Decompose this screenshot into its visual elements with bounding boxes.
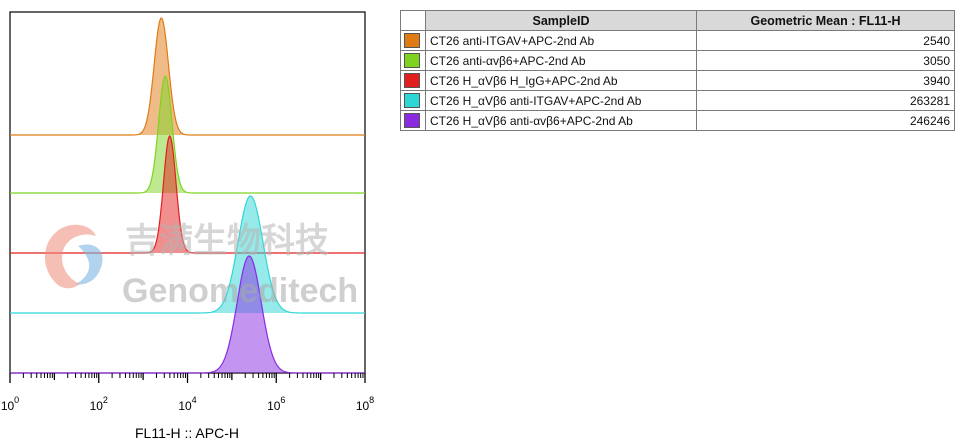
histogram-fill-1 <box>10 18 365 136</box>
x-axis: 100 102 104 106 108 <box>1 373 374 413</box>
swatch-cell <box>400 90 426 111</box>
sample-id-cell: CT26 H_αVβ6 H_IgG+APC-2nd Ab <box>425 70 697 91</box>
swatch-cell <box>400 70 426 91</box>
sample-id-cell: CT26 anti-αvβ6+APC-2nd Ab <box>425 50 697 71</box>
legend-swatch <box>404 33 420 48</box>
x-tick-label: 106 <box>267 395 285 413</box>
x-tick-label: 102 <box>90 395 108 413</box>
legend-body: CT26 anti-ITGAV+APC-2nd Ab 2540 CT26 anti-… <box>400 30 955 131</box>
geometric-mean-cell: 2540 <box>696 30 955 51</box>
histogram-layers <box>10 17 365 374</box>
watermark-logo <box>44 224 96 289</box>
x-axis-title: FL11-H :: APC-H <box>135 425 239 441</box>
table-row: CT26 H_αVβ6 anti-ITGAV+APC-2nd Ab 263281 <box>400 90 955 111</box>
swatch-cell <box>400 110 426 131</box>
watermark-logo-helix <box>76 244 103 285</box>
geometric-mean-cell: 3940 <box>696 70 955 91</box>
legend-swatch <box>404 93 420 108</box>
geometric-mean-cell: 263281 <box>696 90 955 111</box>
x-tick-label: 104 <box>178 395 196 413</box>
histogram-line-4 <box>10 195 365 314</box>
table-row: CT26 anti-αvβ6+APC-2nd Ab 3050 <box>400 50 955 71</box>
legend-swatch <box>404 53 420 68</box>
table-row: CT26 H_αVβ6 anti-αvβ6+APC-2nd Ab 246246 <box>400 110 955 131</box>
histogram-line-2 <box>10 75 365 194</box>
header-sample-id: SampleID <box>425 10 697 31</box>
swatch-cell <box>400 50 426 71</box>
swatch-cell <box>400 30 426 51</box>
sample-id-cell: CT26 H_αVβ6 anti-αvβ6+APC-2nd Ab <box>425 110 697 131</box>
x-tick-label: 108 <box>356 395 374 413</box>
watermark: 吉满生物科技 Genomeditech <box>44 221 358 310</box>
header-geometric-mean: Geometric Mean : FL11-H <box>696 10 955 31</box>
table-row: CT26 H_αVβ6 H_IgG+APC-2nd Ab 3940 <box>400 70 955 91</box>
x-tick-label: 100 <box>1 395 19 413</box>
legend-swatch <box>404 113 420 128</box>
histogram-line-3 <box>10 134 365 254</box>
sample-id-cell: CT26 anti-ITGAV+APC-2nd Ab <box>425 30 697 51</box>
watermark-chinese: 吉满生物科技 <box>125 221 329 261</box>
table-row: CT26 anti-ITGAV+APC-2nd Ab 2540 <box>400 30 955 51</box>
histogram-line-1 <box>10 17 365 136</box>
geometric-mean-cell: 3050 <box>696 50 955 71</box>
watermark-english: Genomeditech <box>122 272 358 310</box>
sample-id-cell: CT26 H_αVβ6 anti-ITGAV+APC-2nd Ab <box>425 90 697 111</box>
geometric-mean-cell: 246246 <box>696 110 955 131</box>
legend-swatch <box>404 73 420 88</box>
swatch-header <box>400 10 426 31</box>
legend-table: SampleID Geometric Mean : FL11-H CT26 an… <box>400 10 955 131</box>
table-header-row: SampleID Geometric Mean : FL11-H <box>400 10 955 31</box>
